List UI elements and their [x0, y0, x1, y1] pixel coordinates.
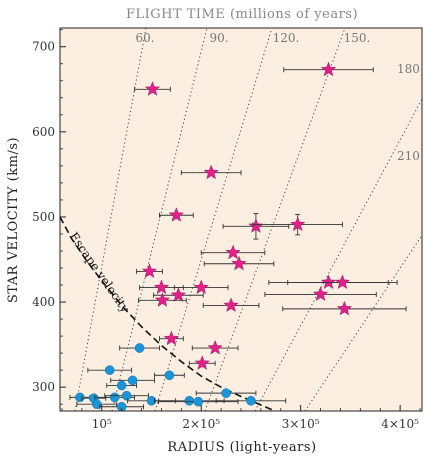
star-point: [312, 286, 329, 301]
data-points: [69, 61, 407, 411]
flight-time-label: 120.: [273, 31, 300, 45]
star-point: [194, 355, 210, 370]
y-tick-label: 300: [32, 380, 55, 394]
flight-time-label: 60.: [135, 31, 154, 45]
star-point: [203, 164, 219, 180]
star-point: [248, 218, 264, 233]
circle-point: [246, 395, 256, 406]
star-point: [290, 216, 306, 232]
x-axis-ticks: 10⁵ 2×10⁵ 3×10⁵ 4×10⁵: [61, 405, 421, 431]
star-point: [154, 292, 171, 307]
star-point: [170, 287, 187, 302]
circle-point: [221, 388, 231, 398]
flight-time-label: 90.: [209, 31, 228, 45]
x-tick-label: 2×10⁵: [182, 417, 220, 431]
circle-point: [104, 365, 115, 375]
escape-velocity-line: [60, 216, 274, 411]
star-point: [334, 274, 351, 290]
flight-time-label: 150.: [344, 31, 371, 45]
circle-point: [116, 380, 127, 391]
circle-point: [116, 401, 127, 411]
star-point: [336, 300, 353, 316]
plot-background: [60, 28, 422, 411]
y-axis-ticks: 300 400 500 600 700: [32, 29, 66, 405]
x-tick-label: 10⁵: [92, 417, 112, 431]
circle-point: [127, 375, 138, 386]
flight-time-label: 210: [397, 149, 420, 163]
circle-point: [134, 343, 145, 353]
star-point: [141, 263, 158, 278]
flight-time-lines: [74, 28, 422, 411]
circle-point: [75, 392, 85, 403]
star-point: [153, 279, 170, 295]
star-point: [231, 255, 247, 271]
flight-time-line: [304, 234, 422, 411]
flight-time-line: [254, 97, 422, 411]
y-axis-title: STAR VELOCITY (km/s): [6, 137, 21, 303]
star-point: [320, 61, 337, 77]
escape-velocity-curve: [60, 216, 274, 411]
circle-point: [121, 390, 132, 401]
y-tick-label: 700: [32, 40, 55, 54]
flight-time-line: [154, 28, 273, 411]
flight-time-line: [74, 28, 147, 411]
star-point: [144, 81, 161, 96]
star-point: [193, 279, 209, 295]
circle-point: [164, 370, 175, 381]
flight-time-labels: 60. 90. 120. 150. 180 210: [135, 31, 419, 163]
star-point: [225, 244, 241, 260]
x-axis-title: RADIUS (light-years): [167, 440, 316, 455]
circle-point: [184, 395, 195, 406]
circle-point: [193, 396, 204, 407]
star-point: [207, 339, 223, 355]
x-tick-label: 3×10⁵: [282, 417, 320, 431]
circle-point: [109, 392, 120, 403]
x-tick-label: 4×10⁵: [381, 417, 419, 431]
top-axis-title: FLIGHT TIME (millions of years): [126, 7, 358, 22]
flight-time-label: 180: [397, 62, 420, 76]
y-tick-label: 400: [32, 295, 55, 309]
star-point: [163, 330, 180, 346]
y-tick-label: 500: [32, 210, 55, 224]
y-tick-label: 600: [32, 125, 55, 139]
star-point: [168, 207, 185, 222]
star-point: [320, 274, 337, 290]
star-point: [223, 297, 239, 312]
circle-point: [91, 399, 102, 409]
flight-time-line: [111, 28, 208, 411]
